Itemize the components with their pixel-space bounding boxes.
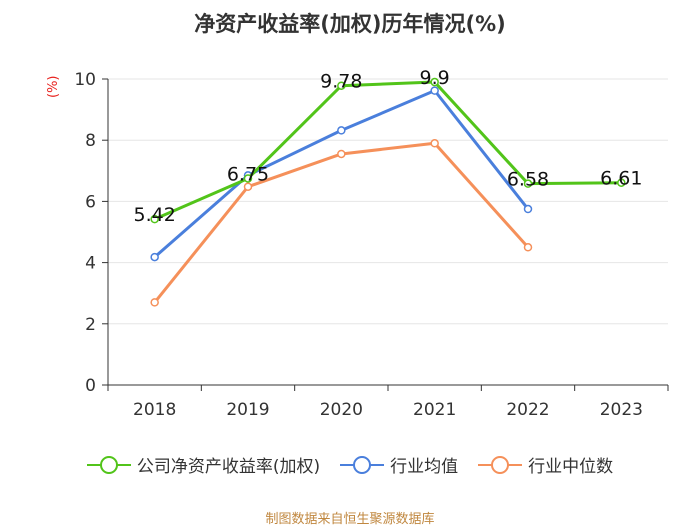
series-line: [153, 141, 530, 304]
legend-item-1[interactable]: 行业均值: [340, 452, 458, 477]
data-point: [150, 298, 159, 307]
x-tick-label: 2020: [320, 400, 363, 420]
legend-item-0[interactable]: 公司净资产收益率(加权): [86, 452, 321, 477]
legend-marker: [478, 455, 523, 474]
data-point: [523, 204, 533, 214]
data-point: [430, 86, 439, 95]
data-point: [430, 77, 439, 87]
data-point: [430, 139, 439, 148]
data-point: [337, 149, 346, 159]
data-label: 6.58: [507, 169, 549, 191]
y-tick-label: 4: [85, 254, 96, 274]
data-labels: 5.42 6.75 9.78 9.9 6.58 6.61: [134, 67, 643, 226]
x-tick-label: 2018: [133, 400, 176, 420]
series-line: [154, 80, 622, 221]
data-point: [523, 243, 533, 252]
x-tick-label: 2021: [413, 400, 456, 420]
series-2: [150, 139, 533, 307]
data-point: [150, 214, 159, 224]
data-point: [243, 174, 253, 183]
data-point: [617, 178, 626, 187]
axes: 0 2 4 6 8 10 2018 2019 2020 2021 2022 2023: [74, 70, 669, 420]
y-tick-label: 2: [85, 315, 96, 335]
x-tick-label: 2023: [600, 400, 643, 420]
y-tick-label: 10: [74, 70, 96, 90]
data-point: [150, 252, 159, 262]
data-point: [243, 182, 253, 191]
legend-item-2[interactable]: 行业中位数: [478, 452, 613, 477]
data-label: 5.42: [134, 204, 176, 226]
grid-lines: [108, 78, 668, 325]
x-tick-label: 2019: [226, 400, 269, 420]
legend: 公司净资产收益率(加权) 行业均值 行业中位数: [0, 452, 700, 480]
source-note: 制图数据来自恒生聚源数据库: [265, 512, 435, 527]
legend-marker: [340, 455, 385, 474]
legend-label: 公司净资产收益率(加权): [136, 457, 321, 477]
y-tick-label: 8: [85, 131, 96, 151]
data-label: 9.78: [320, 71, 362, 93]
x-tick-label: 2022: [506, 400, 549, 420]
data-point: [337, 81, 346, 90]
series-0: [150, 77, 626, 224]
y-tick-label: 0: [85, 376, 96, 396]
legend-label: 行业均值: [390, 457, 459, 477]
legend-marker: [86, 455, 131, 474]
y-tick-label: 6: [85, 192, 96, 212]
data-label: 6.75: [227, 163, 269, 185]
chart-title: 净资产收益率(加权)历年情况(%): [194, 12, 506, 36]
data-point: [523, 179, 533, 188]
data-point: [337, 126, 346, 135]
data-label: 6.61: [600, 168, 642, 190]
series-lines: [150, 77, 626, 307]
data-label: 9.9: [420, 67, 450, 89]
legend-label: 行业中位数: [528, 457, 614, 477]
